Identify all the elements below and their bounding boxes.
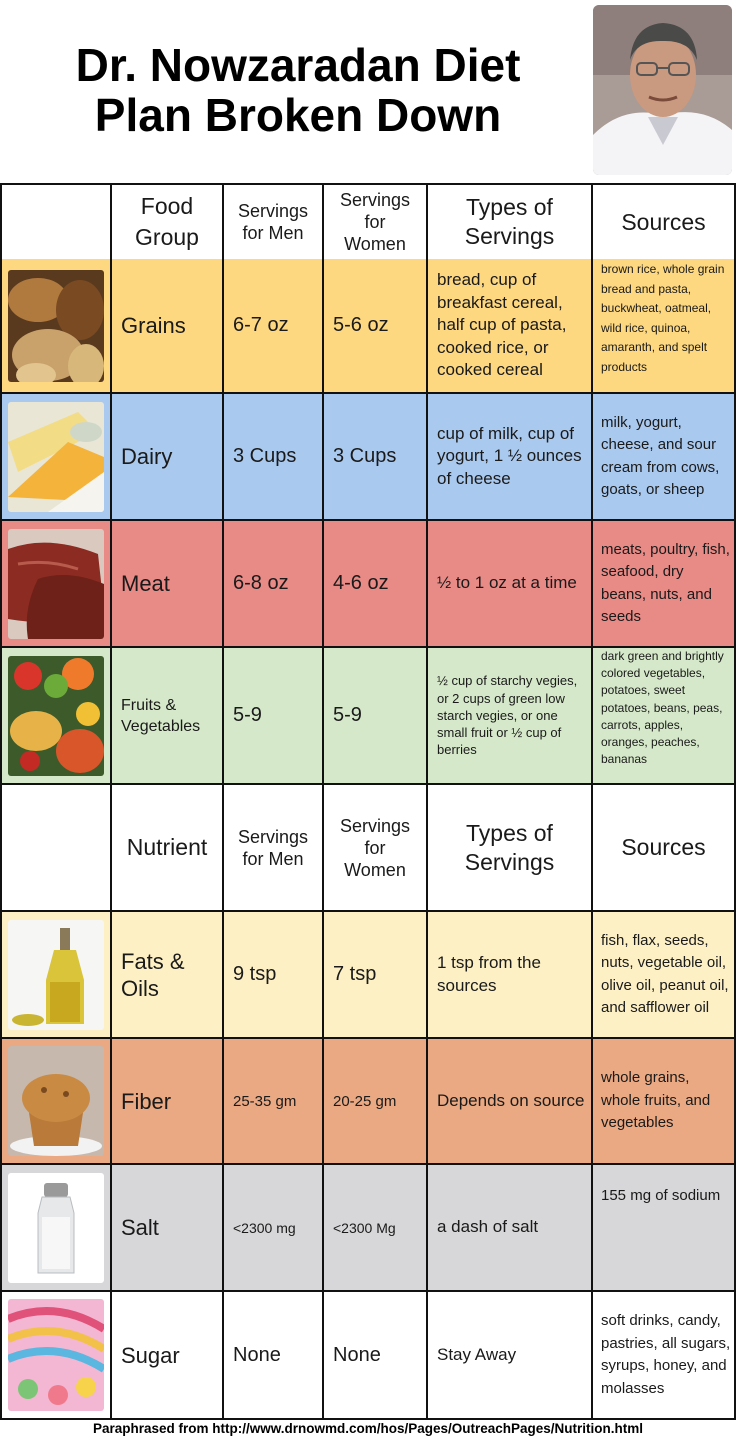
servings-men-value: 25-35 gm xyxy=(224,1039,324,1165)
header-image-cell xyxy=(0,785,112,912)
servings-women-value: 7 tsp xyxy=(324,912,428,1039)
doctor-portrait xyxy=(593,5,732,175)
table-row-fiber: Fiber 25-35 gm 20-25 gm Depends on sourc… xyxy=(0,1039,736,1165)
table-row-meat: Meat 6-8 oz 4-6 oz ½ to 1 oz at a time m… xyxy=(0,521,736,648)
servings-men-value: 3 Cups xyxy=(224,394,324,521)
header-sources: Sources xyxy=(593,785,736,912)
cheese-wedges-photo xyxy=(8,401,104,512)
bread-grains-photo xyxy=(8,269,104,382)
title-line-2: Plan Broken Down xyxy=(94,89,502,141)
sugar-image-cell xyxy=(0,1292,112,1420)
table-row-sugar: Sugar None None Stay Away soft drinks, c… xyxy=(0,1292,736,1420)
fiber-image-cell xyxy=(0,1039,112,1165)
table-row-grains: Grains 6-7 oz 5-6 oz bread, cup of break… xyxy=(0,259,736,394)
table-row-dairy: Dairy 3 Cups 3 Cups cup of milk, cup of … xyxy=(0,394,736,521)
food-group-header-row: Food Group Servings for Men Servings for Wom… xyxy=(0,183,736,261)
food-group-name: Dairy xyxy=(112,394,224,521)
types-of-servings-text: Depends on source xyxy=(428,1039,593,1165)
header-servings-men: Servings for Men xyxy=(224,185,324,261)
table-row-fruits-vegetables: Fruits & Vegetables 5-9 5-9 ½ cup of sta… xyxy=(0,648,736,785)
servings-women-value: 4-6 oz xyxy=(324,521,428,648)
fruits-vegetables-image-cell xyxy=(0,648,112,785)
sources-text: fish, flax, seeds, nuts, vegetable oil, … xyxy=(593,912,736,1039)
muffin-photo xyxy=(8,1046,104,1156)
salt-image-cell xyxy=(0,1165,112,1292)
servings-men-value: 6-7 oz xyxy=(224,259,324,394)
header-nutrient: Nutrient xyxy=(112,785,224,912)
header-types-of-servings: Types of Servings xyxy=(428,185,593,261)
table-row-fats-oils: Fats & Oils 9 tsp 7 tsp 1 tsp from the s… xyxy=(0,912,736,1039)
types-of-servings-text: cup of milk, cup of yogurt, 1 ½ ounces o… xyxy=(428,394,593,521)
table-row-salt: Salt <2300 mg <2300 Mg a dash of salt 15… xyxy=(0,1165,736,1292)
types-of-servings-text: bread, cup of breakfast cereal, half cup… xyxy=(428,259,593,394)
food-group-name: Fats & Oils xyxy=(112,912,224,1039)
servings-women-value: None xyxy=(324,1292,428,1420)
grains-image-cell xyxy=(0,259,112,394)
header-servings-men: Servings for Men xyxy=(224,785,324,912)
food-group-name: Salt xyxy=(112,1165,224,1292)
nutrient-header-row: Nutrient Servings for Men Servings for Wome… xyxy=(0,785,736,912)
servings-women-value: 20-25 gm xyxy=(324,1039,428,1165)
header-food-group: Food Group xyxy=(112,185,224,261)
food-group-name: Grains xyxy=(112,259,224,394)
servings-women-value: 3 Cups xyxy=(324,394,428,521)
header-types-of-servings: Types of Servings xyxy=(428,785,593,912)
page-title: Dr. Nowzaradan Diet Plan Broken Down xyxy=(0,40,596,140)
header-servings-women: Servings for Women xyxy=(324,785,428,912)
types-of-servings-text: 1 tsp from the sources xyxy=(428,912,593,1039)
source-citation: Paraphrased from http://www.drnowmd.com/… xyxy=(92,1421,644,1436)
sources-text: brown rice, whole grain bread and pasta,… xyxy=(593,259,736,394)
servings-men-value: 9 tsp xyxy=(224,912,324,1039)
raw-meat-photo xyxy=(8,528,104,639)
types-of-servings-text: a dash of salt xyxy=(428,1165,593,1292)
servings-men-value: <2300 mg xyxy=(224,1165,324,1292)
sources-text: whole grains, whole fruits, and vegetabl… xyxy=(593,1039,736,1165)
fats-oils-image-cell xyxy=(0,912,112,1039)
sources-text: soft drinks, candy, pastries, all sugars… xyxy=(593,1292,736,1420)
candy-sweets-photo xyxy=(8,1299,104,1411)
sources-text: meats, poultry, fish, seafood, dry beans… xyxy=(593,521,736,648)
fruit-vegetable-bowls-photo xyxy=(8,655,104,776)
header-image-cell xyxy=(0,185,112,261)
sources-text: dark green and brightly colored vegetabl… xyxy=(593,648,736,785)
title-line-1: Dr. Nowzaradan Diet xyxy=(75,39,521,91)
servings-women-value: <2300 Mg xyxy=(324,1165,428,1292)
header-servings-women: Servings for Women xyxy=(324,185,428,261)
salt-shaker-photo xyxy=(8,1172,104,1283)
types-of-servings-text: ½ to 1 oz at a time xyxy=(428,521,593,648)
types-of-servings-text: Stay Away xyxy=(428,1292,593,1420)
sources-text: milk, yogurt, cheese, and sour cream fro… xyxy=(593,394,736,521)
servings-men-value: None xyxy=(224,1292,324,1420)
diet-table: Food Group Servings for Men Servings for Wom… xyxy=(0,183,736,1420)
servings-women-value: 5-6 oz xyxy=(324,259,428,394)
food-group-name: Sugar xyxy=(112,1292,224,1420)
food-group-name: Fiber xyxy=(112,1039,224,1165)
header-sources: Sources xyxy=(593,185,736,261)
servings-men-value: 6-8 oz xyxy=(224,521,324,648)
olive-oil-bottle-photo xyxy=(8,919,104,1030)
dairy-image-cell xyxy=(0,394,112,521)
sources-text: 155 mg of sodium xyxy=(593,1165,736,1292)
types-of-servings-text: ½ cup of starchy vegies, or 2 cups of gr… xyxy=(428,648,593,785)
servings-women-value: 5-9 xyxy=(324,648,428,785)
meat-image-cell xyxy=(0,521,112,648)
food-group-name: Fruits & Vegetables xyxy=(112,648,224,785)
food-group-name: Meat xyxy=(112,521,224,648)
servings-men-value: 5-9 xyxy=(224,648,324,785)
